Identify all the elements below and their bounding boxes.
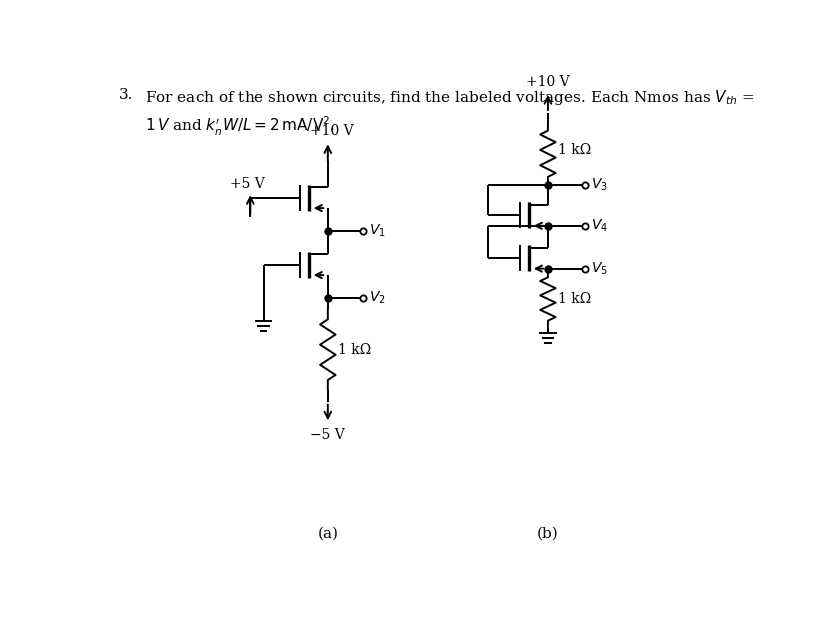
Text: 1 kΩ: 1 kΩ (338, 342, 370, 356)
Text: $V_5$: $V_5$ (590, 260, 608, 277)
Text: (b): (b) (537, 527, 558, 541)
Text: (a): (a) (317, 527, 338, 541)
Text: $V_4$: $V_4$ (590, 218, 608, 234)
Text: $1\,V$ and $k^{\prime}_n W/L = 2\,\mathrm{mA/V^2}$.: $1\,V$ and $k^{\prime}_n W/L = 2\,\mathr… (145, 115, 334, 139)
Text: $V_1$: $V_1$ (369, 223, 385, 239)
Text: +5 V: +5 V (230, 177, 264, 191)
Text: 1 kΩ: 1 kΩ (558, 143, 590, 157)
Text: $V_3$: $V_3$ (590, 177, 608, 192)
Text: +10 V: +10 V (309, 124, 353, 139)
Text: For each of the shown circuits, find the labeled voltages. Each Nmos has $V_{th}: For each of the shown circuits, find the… (145, 87, 753, 106)
Text: +10 V: +10 V (526, 75, 569, 89)
Text: 3.: 3. (119, 87, 133, 101)
Text: −5 V: −5 V (310, 428, 344, 442)
Text: 1 kΩ: 1 kΩ (558, 292, 590, 306)
Text: $V_2$: $V_2$ (369, 289, 385, 306)
